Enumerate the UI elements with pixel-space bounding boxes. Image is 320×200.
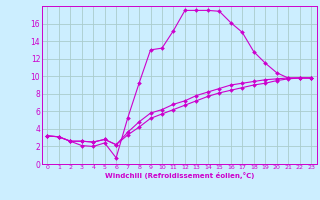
X-axis label: Windchill (Refroidissement éolien,°C): Windchill (Refroidissement éolien,°C): [105, 172, 254, 179]
